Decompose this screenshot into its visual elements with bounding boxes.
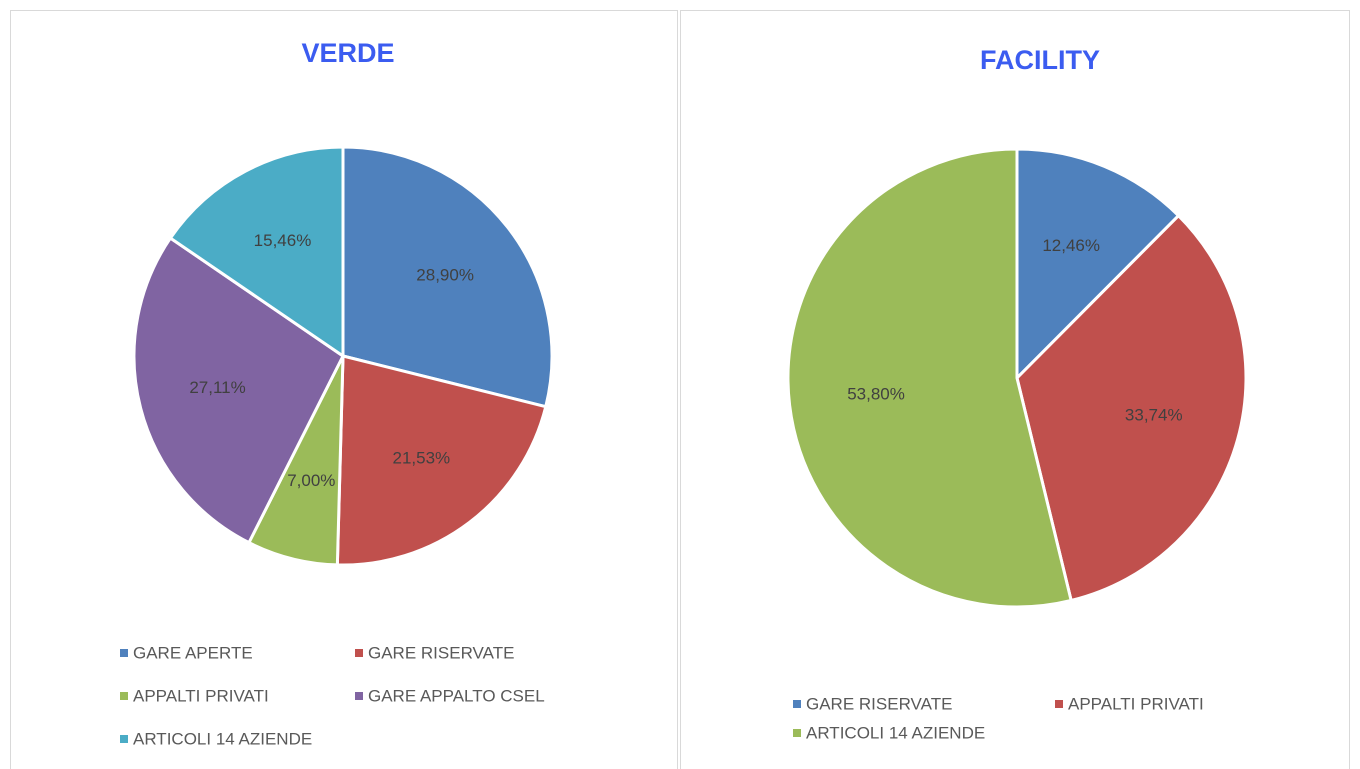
chart-title: VERDE (301, 38, 394, 68)
data-label: 12,46% (1042, 236, 1100, 255)
pie-slice (132, 236, 345, 545)
legend-swatch (793, 729, 801, 737)
data-label: 53,80% (847, 384, 905, 403)
legend-swatch (120, 735, 128, 743)
legend-label: APPALTI PRIVATI (1068, 694, 1204, 713)
pie-slice (341, 145, 554, 409)
legend-label: APPALTI PRIVATI (133, 686, 269, 705)
legend-swatch (355, 692, 363, 700)
legend-swatch (120, 692, 128, 700)
data-label: 33,74% (1125, 406, 1183, 425)
legend-swatch (1055, 700, 1063, 708)
pie-slice (335, 354, 548, 567)
legend-label: GARE APERTE (133, 643, 253, 662)
data-label: 15,46% (254, 231, 312, 250)
legend-swatch (793, 700, 801, 708)
data-label: 7,00% (287, 471, 335, 490)
legend-label: ARTICOLI 14 AZIENDE (133, 729, 312, 748)
legend-swatch (355, 649, 363, 657)
legend-label: GARE APPALTO CSEL (368, 686, 545, 705)
panel (10, 10, 678, 769)
pie-slice (168, 145, 345, 359)
legend-label: GARE RISERVATE (806, 694, 952, 713)
data-label: 28,90% (416, 266, 474, 285)
legend-swatch (120, 649, 128, 657)
data-label: 21,53% (393, 449, 451, 468)
legend-label: ARTICOLI 14 AZIENDE (806, 723, 985, 742)
pie-slice (1015, 213, 1248, 603)
data-label: 27,11% (189, 378, 245, 397)
legend-label: GARE RISERVATE (368, 643, 514, 662)
chart-title: FACILITY (980, 45, 1100, 75)
pie-slice (786, 147, 1073, 609)
pie-slice (1015, 147, 1181, 382)
panel (680, 10, 1350, 769)
